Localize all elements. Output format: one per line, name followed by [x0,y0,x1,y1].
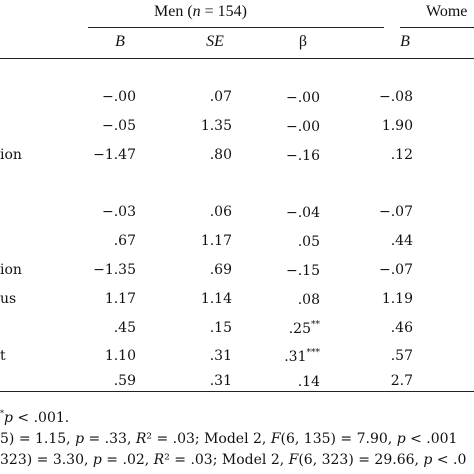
cell-beta-men: .31*** [262,348,320,365]
beta-value: −.04 [286,205,320,221]
note-r-symbol: R [135,431,147,447]
cell-b-men: −1.35 [93,262,136,278]
cell-b-women: .46 [390,320,413,336]
cell-b-women: 1.19 [381,291,413,307]
cell-se-men: .31 [209,348,232,364]
note-p-symbol: p [423,452,433,468]
note-f-symbol: F [288,452,299,468]
cell-beta-men: −.04 [262,204,320,221]
note-f-symbol: F [270,431,281,447]
cell-b-women: .44 [390,233,413,249]
cell-beta-men: −.16 [262,147,320,164]
note-text: ² = .03; Model 2, [164,452,289,468]
note-text: < .001 [405,431,458,447]
cell-beta-men: −.00 [262,118,320,135]
group-men-label: Men ( [154,3,193,20]
beta-value: .31 [284,349,307,365]
beta-value: −.00 [286,90,320,106]
note-text: (6, 323) = 29.66, [298,452,424,468]
beta-value: .14 [297,374,320,390]
column-header-beta-men: β [298,33,308,50]
cell-b-women: 2.7 [390,373,413,389]
note-text: 5) = 1.15, [0,431,76,447]
note-text: 323) = 3.30, [0,452,93,468]
note-text: ² = .03; Model 2, [146,431,271,447]
row-label: us [0,291,17,307]
cell-se-men: .07 [209,89,232,105]
group-rule-women [400,27,474,28]
table-note-model-women: 323) = 3.30, p = .02, R² = .03; Model 2,… [0,452,466,468]
significance-marker: *** [306,348,321,358]
row-label: ion [0,262,22,278]
cell-b-men: 1.17 [104,291,136,307]
note-star: * [0,409,4,418]
group-men-n-value: = 154) [200,3,248,20]
significance-marker: ** [311,320,320,330]
cell-se-men: .69 [209,262,232,278]
column-header-rule [0,58,474,59]
cell-b-women: −.07 [379,204,413,220]
cell-beta-men: .05 [262,233,320,250]
cell-se-men: .15 [209,320,232,336]
group-header-women: Wome [426,3,468,20]
cell-b-men: 1.10 [104,348,136,364]
note-text: (6, 135) = 7.90, [280,431,397,447]
group-header-men: Men (n = 154) [154,3,247,21]
note-threshold: < .001. [12,410,70,426]
cell-b-women: .57 [390,348,413,364]
cell-b-men: −1.47 [93,147,136,163]
table-note-significance: *p < .001. [0,409,69,426]
cell-se-men: .80 [209,147,232,163]
beta-value: −.00 [286,119,320,135]
note-p-symbol: p [396,431,406,447]
cell-b-women: .12 [390,147,413,163]
note-r-symbol: R [153,452,165,468]
beta-value: .25 [288,321,311,337]
cell-b-men: .45 [113,320,136,336]
column-header-b-men: B [115,33,125,50]
cell-b-women: −.07 [379,262,413,278]
cell-b-men: .67 [113,233,136,249]
cell-b-men: −.05 [102,118,136,134]
cell-b-men: .59 [113,373,136,389]
row-label: ion [0,147,22,163]
cell-beta-men: −.00 [262,89,320,106]
table-note-model-men: 5) = 1.15, p = .33, R² = .03; Model 2, F… [0,431,457,447]
row-label: t [0,348,6,364]
column-header-se-men: SE [206,33,224,50]
cell-beta-men: .25** [262,320,320,337]
cell-se-men: .31 [209,373,232,389]
cell-beta-men: .14 [262,373,320,390]
beta-value: .08 [297,292,320,308]
beta-value: −.15 [286,263,320,279]
cell-b-men: −.03 [102,204,136,220]
note-p-symbol: p [92,452,102,468]
note-p-symbol: p [4,410,13,426]
cell-b-women: −.08 [379,89,413,105]
group-men-n-symbol: n [192,3,201,20]
table-bottom-rule [0,391,474,392]
cell-b-women: 1.90 [381,118,413,134]
cell-beta-men: .08 [262,291,320,308]
cell-se-men: 1.35 [200,118,232,134]
cell-beta-men: −.15 [262,262,320,279]
note-p-symbol: p [75,431,85,447]
cell-se-men: 1.14 [200,291,232,307]
group-rule-men [88,27,384,28]
column-header-b-women: B [400,33,410,50]
note-text: = .02, [101,452,154,468]
cell-se-men: 1.17 [200,233,232,249]
note-text: < .0 [432,452,467,468]
beta-value: −.16 [286,148,320,164]
note-text: = .33, [84,431,136,447]
beta-value: .05 [297,234,320,250]
cell-b-men: −.00 [102,89,136,105]
cell-se-men: .06 [209,204,232,220]
